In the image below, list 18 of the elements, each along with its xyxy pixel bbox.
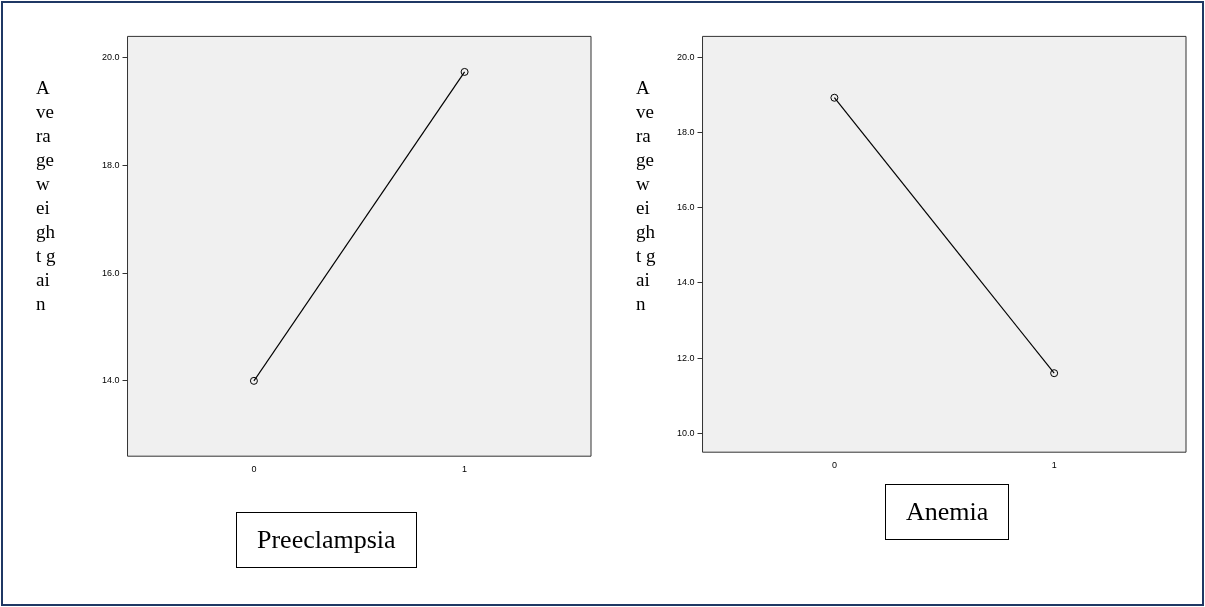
x-tick-label: 1 [1051,460,1057,471]
y-tick-label: 18.0 [676,126,695,137]
y-tick-label: 14.0 [676,277,695,288]
y-tick-label: 18.0 [101,160,120,171]
text: Average weight gain [36,77,56,314]
y-tick-label: 16.0 [676,202,695,213]
x-axis-title: Anemia [885,484,1010,540]
y-tick-label: 20.0 [101,52,120,63]
y-tick-label: 12.0 [676,352,695,363]
y-tick-label: 16.0 [101,267,120,278]
x-axis-title: Preeclampsia [236,512,417,568]
x-tick-label: 1 [462,464,468,475]
x-tick-label: 0 [831,460,837,471]
text: Average weight gain [636,77,656,314]
y-tick-label: 14.0 [101,375,120,386]
y-tick-label: 20.0 [676,51,695,62]
x-tick-label: 0 [251,464,257,475]
y-tick-label: 10.0 [676,427,695,438]
